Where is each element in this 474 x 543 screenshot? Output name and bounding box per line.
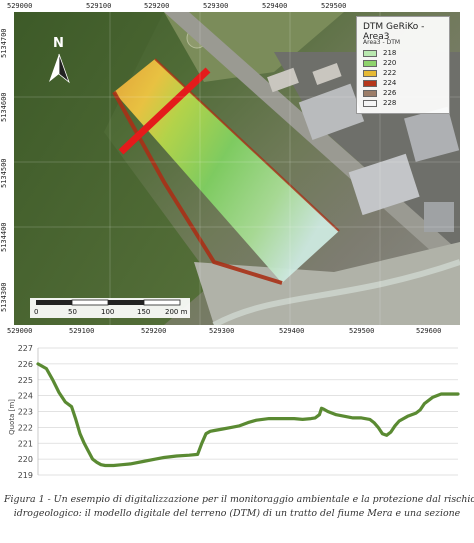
building [267,67,299,93]
x-tick-top: 529100 [86,2,112,10]
legend-entry: 226 [363,89,443,98]
legend-swatch [363,50,377,57]
building [404,106,460,162]
cross-section-profile: 227 226 225 224 223 222 221 220 219 Quota [m] [0,342,474,487]
y-tick-label: 222 [18,423,33,432]
y-axis-label: Quota [m] [8,399,16,435]
legend-swatch [363,70,377,77]
y-tick-label: 223 [18,408,33,417]
caption-line-2: idrogeologico: il modello digitale del t… [13,508,461,519]
legend-entry: 224 [363,79,443,88]
x-tick-top: 529200 [144,2,170,10]
field-area [164,12,344,82]
y-axis-ticks: 227 226 225 224 223 222 221 220 219 [18,344,33,480]
x-tick-top: 529500 [321,2,347,10]
y-tick-left: 5134500 [0,158,8,188]
map-canvas [14,12,460,325]
legend-label: 218 [383,49,397,57]
map-legend: DTM GeRiKo - Area3 Area3 - DTM 218 220 2… [356,16,450,114]
legend-swatch [363,80,377,87]
x-tick-bottom: 529000 [7,327,33,335]
north-arrow-icon [49,53,70,84]
x-tick-top: 529400 [262,2,288,10]
legend-swatch [363,100,377,107]
y-tick-label: 227 [18,344,33,353]
legend-entry: 228 [363,99,443,108]
river-channel [212,259,460,325]
y-tick-left: 5134400 [0,222,8,252]
legend-label: 228 [383,99,397,107]
x-tick-bottom: 529400 [279,327,305,335]
scale-bar-graphic [36,299,181,306]
legend-subtitle: Area3 - DTM [363,39,401,46]
y-tick-label: 226 [18,360,33,369]
legend-label: 226 [383,89,397,97]
building [424,202,454,232]
north-arrow: N [44,36,74,84]
legend-label: 220 [383,59,397,67]
rail-corridor [164,12,460,277]
legend-entry: 218 [363,49,443,58]
scale-label-200: 200 m [165,308,188,316]
x-tick-top: 529000 [7,2,33,10]
y-tick-left: 5134600 [0,92,8,122]
section-line[interactable] [118,67,211,155]
scale-label-0: 0 [34,308,39,316]
building [312,62,342,86]
legend-swatch [363,60,377,67]
legend-swatch [363,90,377,97]
legend-title: DTM GeRiKo - Area3 [363,22,425,42]
dtm-overlay[interactable] [114,59,339,283]
map-frame: N 0 50 100 150 200 m DTM GeRiKo - Area3 … [0,2,460,335]
x-tick-bottom: 529600 [416,327,442,335]
y-tick-left: 5134700 [0,28,8,58]
caption-line-1: Figura 1 - Un esempio di digitalizzazion… [4,494,474,505]
building [348,153,420,216]
north-label: N [53,36,64,51]
y-tick-left: 5134300 [0,282,8,312]
y-tick-label: 225 [18,376,33,385]
legend-label: 222 [383,69,397,77]
figure-caption: Figura 1 - Un esempio di digitalizzazion… [4,493,474,521]
building [298,83,365,141]
scale-label-50: 50 [68,308,77,316]
y-tick-label: 220 [18,455,33,464]
scale-label-150: 150 [137,308,151,316]
legend-entry: 220 [363,59,443,68]
x-tick-bottom: 529100 [69,327,95,335]
scale-label-100: 100 [101,308,115,316]
legend-label: 224 [383,79,397,87]
forest-area [14,12,214,325]
scale-bar: 0 50 100 150 200 m [30,298,190,318]
x-tick-bottom: 529200 [141,327,167,335]
x-tick-bottom: 529500 [349,327,375,335]
y-tick-label: 224 [18,392,33,401]
x-tick-top: 529300 [203,2,229,10]
chart-gridlines [37,347,458,476]
y-tick-label: 219 [18,471,33,480]
profile-chart: 227 226 225 224 223 222 221 220 219 Quota [m] [8,344,460,480]
y-tick-label: 221 [18,439,33,448]
legend-entry: 222 [363,69,443,78]
x-tick-bottom: 529300 [209,327,235,335]
elevation-profile-line[interactable] [36,362,460,468]
